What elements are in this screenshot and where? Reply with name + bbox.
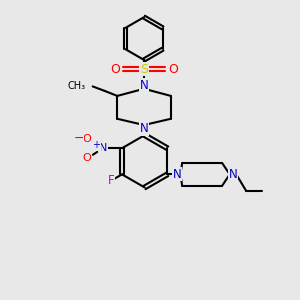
Text: F: F — [107, 174, 114, 187]
Text: S: S — [140, 63, 148, 76]
Text: O: O — [168, 63, 178, 76]
Text: O: O — [82, 153, 91, 163]
Text: CH₃: CH₃ — [68, 81, 85, 91]
Text: N: N — [140, 79, 148, 92]
Text: N: N — [229, 168, 238, 181]
Text: −: − — [74, 132, 84, 145]
Text: O: O — [110, 63, 120, 76]
Text: N: N — [173, 168, 182, 181]
Text: O: O — [82, 134, 91, 144]
Text: N: N — [140, 122, 148, 135]
Text: +: + — [92, 140, 101, 150]
Text: N: N — [99, 143, 107, 153]
